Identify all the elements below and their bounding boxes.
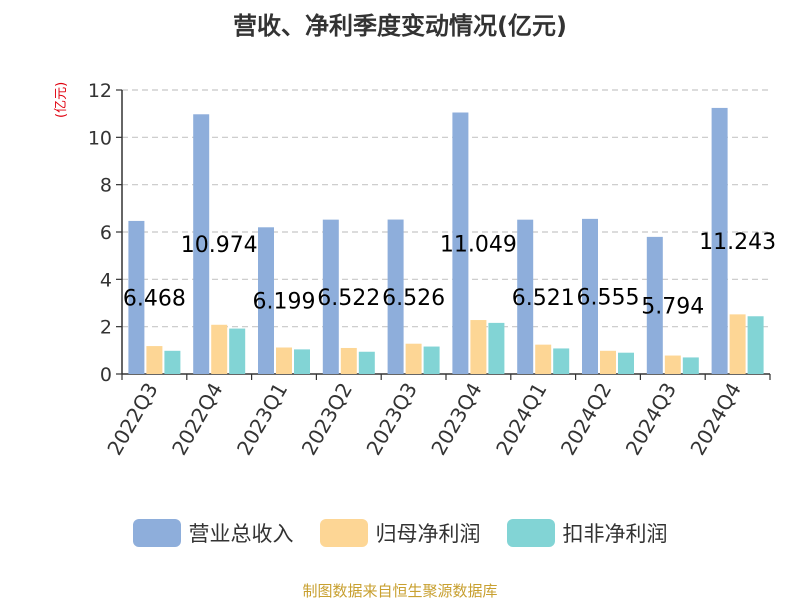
- y-tick-label: 0: [100, 364, 112, 386]
- bar-net-profit: [470, 320, 487, 374]
- legend-label-revenue: 营业总收入: [188, 522, 294, 546]
- data-label: 6.199: [253, 290, 316, 315]
- x-tick-label: 2022Q4: [167, 379, 227, 460]
- data-label: 5.794: [641, 294, 704, 319]
- bar-net-profit: [340, 347, 357, 374]
- x-tick-label: 2024Q4: [685, 379, 745, 460]
- bar-revenue: [711, 107, 728, 375]
- data-label: 10.974: [181, 233, 258, 258]
- bar-net-profit: [535, 344, 552, 374]
- data-label: 6.526: [382, 286, 445, 311]
- bar-net-profit: [405, 343, 422, 374]
- bar-revenue: [258, 227, 274, 374]
- bar-deducted-profit: [358, 351, 375, 374]
- bar-net-profit: [664, 355, 681, 374]
- bar-net-profit: [211, 324, 228, 374]
- bar-deducted-profit: [294, 349, 310, 374]
- y-tick-label: 12: [88, 80, 112, 102]
- y-tick-label: 4: [100, 269, 112, 291]
- data-label: 11.243: [699, 230, 776, 255]
- bar-revenue: [322, 219, 339, 374]
- bar-revenue: [128, 220, 145, 374]
- bar-revenue: [193, 114, 210, 375]
- bar-net-profit: [600, 350, 616, 374]
- x-tick-label: 2024Q3: [621, 379, 681, 460]
- bar-revenue: [517, 219, 534, 374]
- x-tick-label: 2024Q1: [491, 379, 551, 460]
- data-label: 6.468: [123, 286, 186, 311]
- y-tick-label: 6: [100, 222, 112, 244]
- legend-label-net-profit: 归母净利润: [375, 522, 481, 546]
- bar-deducted-profit: [164, 350, 181, 374]
- bar-deducted-profit: [423, 346, 440, 374]
- data-label: 6.555: [577, 285, 640, 310]
- x-tick-label: 2022Q3: [102, 379, 162, 460]
- bar-net-profit: [276, 347, 292, 374]
- x-tick-label: 2023Q3: [361, 379, 421, 460]
- bar-net-profit: [146, 346, 163, 374]
- legend-item-net-profit[interactable]: 归母净利润: [319, 518, 481, 548]
- bar-deducted-profit: [553, 348, 570, 374]
- x-tick-label: 2023Q2: [297, 379, 357, 460]
- x-tick-label: 2024Q2: [556, 379, 616, 460]
- legend-swatch-deducted-profit: [506, 519, 555, 547]
- x-tick-label: 2023Q4: [426, 379, 486, 460]
- legend-item-revenue[interactable]: 营业总收入: [132, 518, 294, 548]
- bar-net-profit: [729, 314, 746, 374]
- data-label: 6.522: [317, 286, 380, 311]
- data-label: 11.049: [440, 232, 517, 257]
- bar-revenue: [452, 112, 469, 374]
- legend: 营业总收入 归母净利润 扣非净利润: [0, 518, 800, 548]
- legend-label-deducted-profit: 扣非净利润: [562, 522, 668, 546]
- y-tick-label: 2: [100, 317, 112, 339]
- y-tick-label: 8: [100, 175, 112, 197]
- data-label: 6.521: [512, 286, 575, 311]
- bar-revenue: [646, 236, 663, 374]
- chart-title: 营收、净利季度变动情况(亿元): [233, 12, 567, 40]
- legend-swatch-net-profit: [319, 519, 368, 547]
- bar-revenue: [387, 219, 404, 374]
- y-tick-label: 10: [88, 127, 112, 149]
- data-source-note: 制图数据来自恒生聚源数据库: [302, 582, 498, 600]
- bar-deducted-profit: [488, 322, 505, 374]
- x-tick-label: 2023Q1: [232, 379, 292, 460]
- legend-swatch-revenue: [132, 519, 181, 547]
- bar-deducted-profit: [229, 328, 246, 374]
- bar-deducted-profit: [747, 316, 764, 374]
- bar-deducted-profit: [682, 357, 699, 374]
- bar-deducted-profit: [618, 352, 634, 374]
- legend-item-deducted-profit[interactable]: 扣非净利润: [506, 518, 668, 548]
- bar-revenue: [582, 218, 598, 374]
